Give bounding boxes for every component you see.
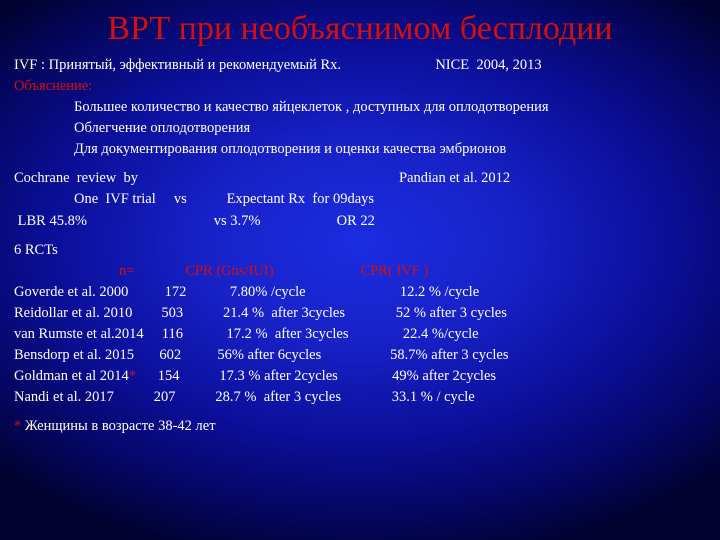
study: Reidollar et al. 2010 [14, 305, 132, 321]
ivf: 12.2 % /cycle [400, 284, 479, 300]
iui: 21.4 % after 3cycles [223, 305, 345, 321]
footnote-text: Женщины в возрасте 38-42 лет [21, 418, 215, 434]
table-row: Nandi et al. 2017 207 28.7 % after 3 cyc… [14, 387, 706, 408]
ivf-line: IVF : Принятый, эффективный и рекомендуе… [14, 55, 706, 76]
explanation-item-3: Для документирования оплодотворения и оц… [14, 139, 706, 160]
table-row: Reidollar et al. 2010 503 21.4 % after 3… [14, 303, 706, 324]
slide-root: ВРТ при необъяснимом бесплодии IVF : При… [0, 0, 720, 540]
slide-title: ВРТ при необъяснимом бесплодии [14, 10, 706, 47]
col-cpr-ivf: CPR( IVF ) [361, 263, 429, 279]
footnote: * Женщины в возрасте 38-42 лет [14, 416, 706, 437]
col-n: n= [119, 263, 134, 279]
lbr-line: LBR 45.8% vs 3.7% OR 22 [14, 211, 706, 232]
n: 154 [158, 368, 180, 384]
n: 207 [154, 389, 176, 405]
rcts-header: 6 RCTs [14, 240, 706, 261]
n: 503 [161, 305, 183, 321]
study: Goldman et al 2014 [14, 368, 129, 384]
study: van Rumste et al.2014 [14, 326, 144, 342]
table-row: Goverde et al. 2000 172 7.80% /cycle 12.… [14, 282, 706, 303]
table-row: Goldman et al 2014* 154 17.3 % after 2cy… [14, 366, 706, 387]
cochrane-left: Cochrane review by [14, 170, 138, 186]
table-row: van Rumste et al.2014 116 17.2 % after 3… [14, 324, 706, 345]
explanation-item-2: Облегчение оплодотворения [14, 118, 706, 139]
study: Nandi et al. 2017 [14, 389, 114, 405]
n: 172 [165, 284, 187, 300]
ivf: 52 % after 3 cycles [396, 305, 507, 321]
iui: 17.3 % after 2cycles [219, 368, 337, 384]
iui: 56% after 6cycles [217, 347, 321, 363]
ivf-text: IVF : Принятый, эффективный и рекомендуе… [14, 57, 345, 73]
explanation-item-1: Большее количество и качество яйцеклеток… [14, 97, 706, 118]
table-header: n= CPR (Gns/IUI) CPR( IVF ) [14, 261, 706, 282]
cochrane-ref: Pandian et al. 2012 [399, 170, 510, 186]
iui: 7.80% /cycle [230, 284, 306, 300]
iui: 28.7 % after 3 cycles [215, 389, 341, 405]
star: * [129, 368, 136, 384]
ivf-nice: NICE 2004, 2013 [435, 57, 541, 73]
trial-line: One IVF trial vs Expectant Rx for 09days [14, 189, 706, 210]
iui: 17.2 % after 3cycles [227, 326, 349, 342]
n: 602 [159, 347, 181, 363]
col-cpr-iui: CPR (Gns/IUI) [185, 263, 273, 279]
ivf: 22.4 %/cycle [403, 326, 479, 342]
ivf: 49% after 2cycles [392, 368, 496, 384]
study: Goverde et al. 2000 [14, 284, 128, 300]
ivf: 58.7% after 3 cycles [390, 347, 508, 363]
table-row: Bensdorp et al. 2015 602 56% after 6cycl… [14, 345, 706, 366]
study: Bensdorp et al. 2015 [14, 347, 134, 363]
explanation-header: Объяснение: [14, 76, 706, 97]
n: 116 [162, 326, 183, 342]
ivf: 33.1 % / cycle [392, 389, 475, 405]
cochrane-line: Cochrane review by Pandian et al. 2012 [14, 168, 706, 189]
